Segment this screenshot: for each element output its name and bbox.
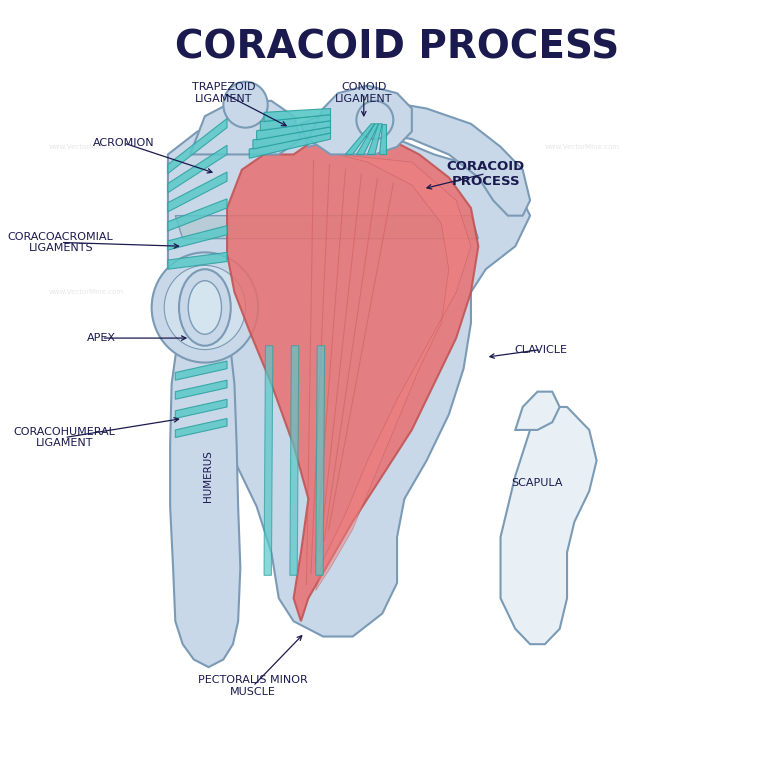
Polygon shape: [290, 346, 299, 575]
Text: www.VectorMine.com: www.VectorMine.com: [49, 290, 124, 295]
Polygon shape: [168, 253, 227, 270]
Ellipse shape: [188, 280, 221, 334]
Polygon shape: [264, 108, 330, 121]
Text: CORACOID
PROCESS: CORACOID PROCESS: [447, 160, 525, 187]
Circle shape: [356, 101, 393, 139]
Polygon shape: [175, 380, 227, 399]
Text: HUMERUS: HUMERUS: [203, 450, 213, 502]
Polygon shape: [308, 85, 412, 154]
Text: CONOID
LIGAMENT: CONOID LIGAMENT: [335, 82, 392, 104]
Text: APEX: APEX: [87, 333, 116, 343]
Polygon shape: [250, 133, 330, 158]
Text: CORACOID PROCESS: CORACOID PROCESS: [175, 28, 619, 66]
Polygon shape: [175, 361, 227, 380]
Polygon shape: [168, 199, 227, 231]
Polygon shape: [316, 154, 471, 591]
Text: CLAVICLE: CLAVICLE: [515, 345, 568, 355]
Polygon shape: [175, 419, 227, 438]
Circle shape: [223, 81, 268, 127]
Polygon shape: [175, 399, 227, 419]
Polygon shape: [501, 407, 597, 644]
Ellipse shape: [179, 270, 230, 346]
Polygon shape: [190, 101, 301, 154]
Circle shape: [164, 266, 246, 349]
Polygon shape: [168, 124, 530, 637]
Text: CORACOACROMIAL
LIGAMENTS: CORACOACROMIAL LIGAMENTS: [8, 232, 114, 253]
Text: www.VectorMine.com: www.VectorMine.com: [49, 144, 124, 150]
Text: SCAPULA: SCAPULA: [511, 478, 563, 488]
Text: TRAPEZOID
LIGAMENT: TRAPEZOID LIGAMENT: [191, 82, 255, 104]
Polygon shape: [168, 226, 227, 250]
Polygon shape: [227, 131, 478, 621]
Polygon shape: [168, 145, 227, 193]
Polygon shape: [168, 118, 227, 174]
Polygon shape: [170, 292, 240, 667]
Polygon shape: [515, 392, 560, 430]
Text: ACROMION: ACROMION: [93, 138, 154, 148]
Polygon shape: [260, 114, 330, 131]
Polygon shape: [367, 124, 382, 154]
Polygon shape: [264, 346, 273, 575]
Polygon shape: [253, 127, 330, 149]
Polygon shape: [175, 216, 478, 239]
Polygon shape: [346, 124, 375, 154]
Polygon shape: [379, 124, 386, 154]
Polygon shape: [356, 124, 379, 154]
Circle shape: [151, 253, 258, 362]
Polygon shape: [316, 346, 325, 575]
Polygon shape: [301, 101, 530, 216]
Polygon shape: [257, 121, 330, 140]
Text: CORACOHUMERAL
LIGAMENT: CORACOHUMERAL LIGAMENT: [14, 427, 115, 449]
Text: PECTORALIS MINOR
MUSCLE: PECTORALIS MINOR MUSCLE: [198, 676, 308, 697]
Text: www.VectorMine.com: www.VectorMine.com: [545, 144, 619, 150]
Polygon shape: [168, 172, 227, 212]
